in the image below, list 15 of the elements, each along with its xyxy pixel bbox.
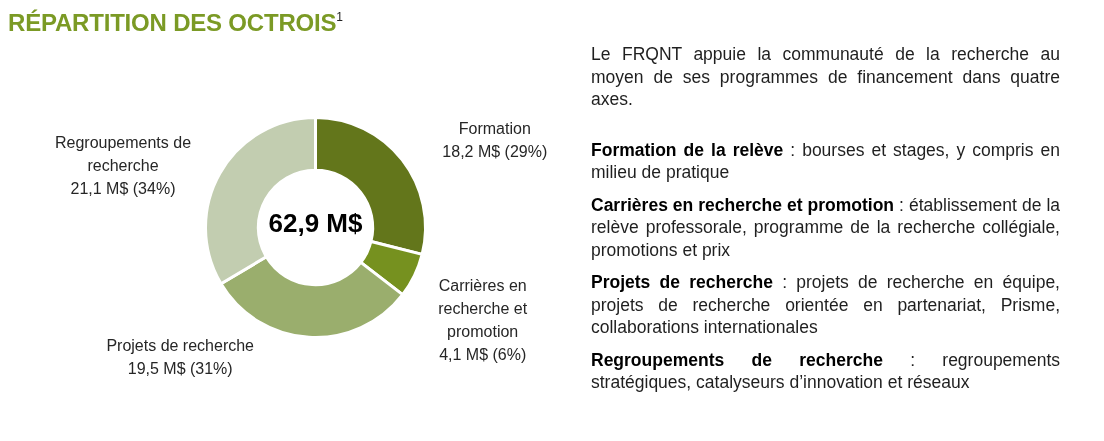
- text: Le FRQNT appuie la communauté de la recherche au moyen de ses programmes de financement dans quatre axes.: [591, 43, 1060, 111]
- text: Regroupements de recherche : regroupements stratégiques, catalyseurs d’innovation et réseaux: [591, 349, 1061, 392]
- chart-title: RÉPARTITION DES OCTROIS$^{1}$: [8, 9, 343, 37]
- slice-label: Regroupements de recherche: [54, 134, 192, 175]
- text: Projets de recherche : projets de recherche en équipe, projets de recherche orientée en partenariat, Prisme, collaborations internationales: [591, 271, 1060, 339]
- slice-label: Carrières en recherche et promotion: [438, 276, 528, 340]
- text: Carrières en recherche et promotion : établissement de la relève professorale, programme de la recherche collégiale, promotions et prix: [591, 193, 1061, 261]
- text: Formation de la relève : bourses et stages, y compris en milieu de pratique: [591, 139, 1060, 182]
- data-label: 19,5 M$ (31%): [127, 360, 233, 378]
- slice-label: Projets de recherche: [106, 337, 255, 355]
- data-label: 21,1 M$ (34%): [70, 180, 176, 198]
- slice-label: Formation: [458, 119, 531, 137]
- data-label: 18,2 M$ (29%): [442, 142, 548, 160]
- text: 62,9 M$: [268, 207, 364, 238]
- data-label: 4,1 M$ (6%): [439, 345, 527, 363]
